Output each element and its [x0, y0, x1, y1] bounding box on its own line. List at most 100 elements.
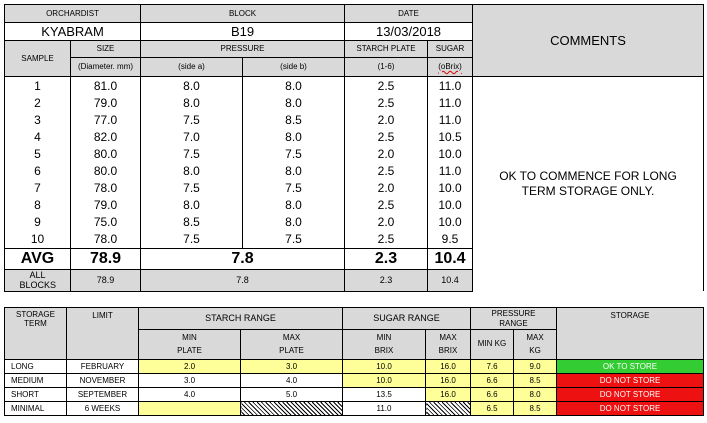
block-value[interactable]: B19	[140, 22, 346, 41]
sample-starch[interactable]: 2.5	[377, 130, 395, 144]
sample-size[interactable]: 80.0	[93, 164, 118, 178]
sample-sugar[interactable]: 11.0	[438, 96, 462, 110]
min-plate-header: MIN PLATE	[138, 329, 241, 360]
sample-pressure-b[interactable]: 8.0	[285, 198, 302, 212]
sample-sugar[interactable]: 11.0	[438, 113, 462, 127]
max-kg-header: MAX KG	[513, 329, 558, 360]
sample-starch[interactable]: 2.5	[377, 79, 395, 93]
size-unit: (Diameter. mm)	[69, 57, 142, 77]
sample-starch[interactable]: 2.0	[377, 147, 395, 161]
sample-size[interactable]: 78.0	[93, 232, 118, 246]
pressure-range-header-text: PRESSURE RANGE	[491, 309, 536, 328]
all-blocks-size: 78.9	[69, 269, 142, 292]
sample-starch[interactable]: 2.0	[377, 215, 395, 229]
sample-starch[interactable]: 2.5	[377, 232, 395, 246]
sample-number[interactable]: 5	[34, 147, 41, 161]
sample-numbers-column: 1 2 3 4 5 6 7 8 9 10	[4, 76, 71, 249]
storage-term-header-text: STORAGE TERM	[16, 310, 55, 329]
sample-starch[interactable]: 2.0	[377, 113, 395, 127]
sample-pressure-b[interactable]: 7.5	[285, 147, 302, 161]
sample-number[interactable]: 6	[34, 164, 41, 178]
sample-pressure-a[interactable]: 8.0	[183, 96, 200, 110]
starch-column: 2.5 2.5 2.0 2.5 2.0 2.5 2.0 2.5 2.0 2.5	[344, 76, 429, 249]
size-column: 81.0 79.0 77.0 82.0 80.0 80.0 78.0 79.0 75.0 78.0	[69, 76, 142, 249]
sample-pressure-b[interactable]: 8.0	[285, 79, 302, 93]
sample-pressure-b[interactable]: 7.5	[285, 181, 302, 195]
sample-size[interactable]: 75.0	[93, 215, 118, 229]
sample-starch[interactable]: 2.5	[377, 96, 395, 110]
min-kg-short: 6.6	[470, 387, 515, 402]
min-plate-minimal	[138, 401, 241, 416]
storage-status-minimal: DO NOT STORE	[556, 401, 705, 416]
max-brix-header: MAX BRIX	[424, 329, 472, 360]
sample-sugar[interactable]: 10.0	[438, 181, 462, 195]
sample-pressure-b[interactable]: 7.5	[285, 232, 302, 246]
sample-size[interactable]: 79.0	[93, 96, 118, 110]
sample-sugar[interactable]: 10.0	[438, 215, 462, 229]
sample-number[interactable]: 1	[34, 79, 41, 93]
max-brix-header-text: MAX BRIX	[438, 332, 458, 355]
sample-starch[interactable]: 2.5	[377, 164, 395, 178]
limit-short: SEPTEMBER	[66, 387, 139, 402]
sample-pressure-b[interactable]: 8.0	[285, 96, 302, 110]
sample-sugar[interactable]: 11.0	[438, 164, 462, 178]
pressure-a-column: 8.0 8.0 7.5 7.0 7.5 8.0 7.5 8.0 8.5 7.5	[140, 76, 244, 249]
sample-number[interactable]: 9	[34, 215, 41, 229]
sample-starch[interactable]: 2.0	[377, 181, 395, 195]
sample-number[interactable]: 2	[34, 96, 41, 110]
sample-number[interactable]: 7	[34, 181, 41, 195]
sample-size[interactable]: 81.0	[93, 79, 118, 93]
sample-sugar[interactable]: 10.0	[438, 147, 462, 161]
sample-pressure-a[interactable]: 7.5	[183, 113, 200, 127]
storage-term-header: STORAGE TERM	[4, 307, 67, 360]
sample-pressure-a[interactable]: 7.5	[183, 147, 200, 161]
min-kg-long: 7.6	[470, 359, 515, 374]
pressure-range-header: PRESSURE RANGE	[470, 307, 558, 330]
comment-text[interactable]: OK TO COMMENCE FOR LONG TERM STORAGE ONL…	[472, 76, 705, 292]
sample-pressure-a[interactable]: 8.0	[183, 79, 200, 93]
sample-sugar[interactable]: 11.0	[438, 79, 462, 93]
min-plate-header-text: MIN PLATE	[177, 332, 202, 355]
sample-size[interactable]: 79.0	[93, 198, 118, 212]
all-blocks-starch: 2.3	[344, 269, 429, 292]
sample-sugar[interactable]: 10.5	[438, 130, 462, 144]
term-long: LONG	[4, 359, 67, 374]
avg-pressure: 7.8	[140, 248, 346, 270]
limit-long: FEBRUARY	[66, 359, 139, 374]
sample-number[interactable]: 3	[34, 113, 41, 127]
sample-pressure-a[interactable]: 7.5	[183, 181, 200, 195]
max-brix-medium: 16.0	[424, 373, 472, 388]
sample-pressure-a[interactable]: 8.5	[183, 215, 200, 229]
sample-pressure-a[interactable]: 7.5	[183, 232, 200, 246]
sample-pressure-a[interactable]: 7.0	[183, 130, 200, 144]
sample-number[interactable]: 8	[34, 198, 41, 212]
sample-size[interactable]: 80.0	[93, 147, 118, 161]
sample-size[interactable]: 82.0	[93, 130, 118, 144]
sample-sugar[interactable]: 10.0	[438, 198, 462, 212]
sample-number[interactable]: 4	[34, 130, 41, 144]
min-kg-minimal: 6.5	[470, 401, 515, 416]
date-value[interactable]: 13/03/2018	[344, 22, 474, 41]
sample-pressure-b[interactable]: 8.0	[285, 130, 302, 144]
sample-pressure-b[interactable]: 8.0	[285, 215, 302, 229]
sample-sugar[interactable]: 9.5	[441, 232, 459, 246]
sample-size[interactable]: 77.0	[93, 113, 118, 127]
sample-pressure-b[interactable]: 8.5	[285, 113, 302, 127]
sample-table: ORCHARDIST BLOCK DATE COMMENTS KYABRAM B…	[3, 4, 705, 292]
max-brix-short: 16.0	[424, 387, 472, 402]
starch-range-header: STARCH RANGE	[138, 307, 343, 330]
sample-pressure-a[interactable]: 8.0	[183, 164, 200, 178]
sample-pressure-b[interactable]: 8.0	[285, 164, 302, 178]
avg-sugar: 10.4	[427, 248, 474, 270]
avg-label: AVG	[4, 248, 71, 270]
sample-number[interactable]: 10	[30, 232, 45, 246]
sample-pressure-a[interactable]: 8.0	[183, 198, 200, 212]
orchardist-value[interactable]: KYABRAM	[3, 22, 142, 41]
storage-status-medium: DO NOT STORE	[556, 373, 705, 388]
sample-starch[interactable]: 2.5	[377, 198, 395, 212]
term-short: SHORT	[4, 387, 67, 402]
sample-size[interactable]: 78.0	[93, 181, 118, 195]
min-brix-short: 13.5	[342, 387, 426, 402]
max-kg-minimal: 8.5	[513, 401, 558, 416]
all-blocks-label-text: ALL BLOCKS	[19, 270, 57, 291]
